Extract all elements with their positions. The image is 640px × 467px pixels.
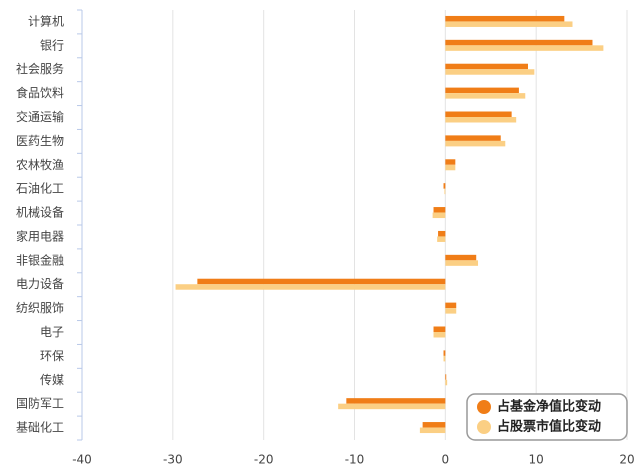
legend-swatch xyxy=(477,400,491,414)
bar xyxy=(445,302,457,309)
x-tick-label: -10 xyxy=(345,453,365,467)
bar xyxy=(422,422,446,428)
bar xyxy=(445,164,456,171)
bar xyxy=(445,39,593,46)
y-tick-label: 机械设备 xyxy=(16,205,64,220)
y-tick-label: 交通运输 xyxy=(16,109,64,124)
bar xyxy=(432,212,446,219)
y-tick-label: 农林牧渔 xyxy=(16,158,64,172)
legend-label: 占基金净值比变动 xyxy=(497,399,601,415)
bar xyxy=(346,398,446,404)
bar xyxy=(445,135,501,141)
x-tick-label: 20 xyxy=(619,453,634,467)
y-tick-label: 传媒 xyxy=(40,372,64,387)
bar xyxy=(445,15,565,22)
bar xyxy=(445,260,479,266)
x-tick-label: 0 xyxy=(442,453,450,467)
bar xyxy=(433,332,446,338)
bar xyxy=(445,63,528,70)
bar xyxy=(445,45,604,51)
legend-swatch xyxy=(477,420,491,434)
bar xyxy=(445,21,573,27)
y-tick-label: 环保 xyxy=(40,349,64,363)
bar xyxy=(445,254,477,261)
bar xyxy=(437,236,446,242)
y-tick-label: 计算机 xyxy=(28,13,64,28)
bar xyxy=(445,69,535,75)
bar xyxy=(445,93,526,99)
x-tick-label: 10 xyxy=(529,453,544,467)
bar xyxy=(445,379,448,386)
bar xyxy=(433,326,446,332)
y-tick-label: 纺织服饰 xyxy=(16,301,64,315)
x-tick-label: -30 xyxy=(163,453,183,467)
legend-label: 占股票市值比变动 xyxy=(497,419,601,435)
bar xyxy=(197,278,446,285)
bar xyxy=(419,427,446,434)
bar xyxy=(443,355,446,362)
bar xyxy=(444,188,446,195)
bar xyxy=(438,230,446,237)
bar xyxy=(445,374,447,380)
y-tick-label: 石油化工 xyxy=(16,182,64,196)
y-tick-label: 非银金融 xyxy=(16,252,64,267)
y-tick-label: 国防军工 xyxy=(16,396,64,411)
y-tick-label: 食品饮料 xyxy=(16,85,64,100)
bar xyxy=(445,308,457,314)
y-tick-label: 社会服务 xyxy=(16,61,64,76)
bar xyxy=(175,284,446,290)
bar xyxy=(433,207,446,213)
bar xyxy=(443,350,446,356)
y-tick-label: 电力设备 xyxy=(16,277,64,291)
bar xyxy=(445,140,506,147)
y-tick-label: 基础化工 xyxy=(16,421,64,435)
legend-box xyxy=(466,393,628,441)
bar xyxy=(338,403,446,410)
y-tick-label: 电子 xyxy=(40,325,64,339)
bar xyxy=(443,183,446,189)
y-tick-label: 医药生物 xyxy=(16,134,64,148)
bar xyxy=(445,87,519,94)
bar xyxy=(445,159,456,165)
y-tick-label: 银行 xyxy=(40,38,64,52)
bar xyxy=(445,117,517,123)
x-tick-label: -40 xyxy=(72,453,92,467)
x-tick-label: -20 xyxy=(254,453,274,467)
bar xyxy=(445,111,512,117)
y-tick-label: 家用电器 xyxy=(16,228,64,243)
